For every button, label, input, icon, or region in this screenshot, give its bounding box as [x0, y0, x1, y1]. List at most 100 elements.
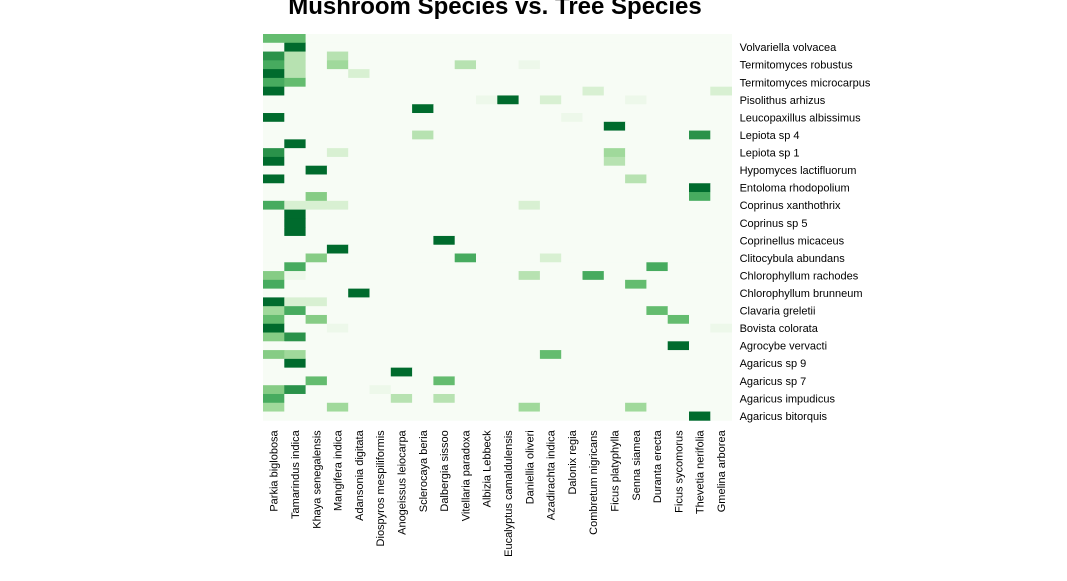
heatmap-cell: [433, 121, 456, 131]
heatmap-cell: [284, 314, 306, 325]
heatmap-cell: [369, 297, 392, 307]
heatmap-cell: [305, 314, 328, 325]
heatmap-cell: [263, 376, 285, 386]
row-label: Pisolithus arhizus: [740, 95, 826, 107]
heatmap-cell: [603, 77, 626, 88]
heatmap-cell: [263, 358, 285, 369]
heatmap-cell: [284, 192, 306, 202]
heatmap-cell: [348, 139, 370, 149]
heatmap-cell: [284, 148, 306, 158]
heatmap-cell: [667, 156, 690, 167]
heatmap-cell: [561, 130, 583, 140]
heatmap-cell: [710, 174, 732, 184]
heatmap-cell: [454, 297, 477, 307]
heatmap-cell: [667, 402, 690, 412]
heatmap-cell: [263, 192, 285, 202]
heatmap-cell: [284, 209, 306, 219]
row-label: Agaricus sp 9: [740, 358, 807, 370]
heatmap-cell: [263, 350, 285, 360]
heatmap-cell: [518, 34, 541, 44]
row-label: Lepiota sp 1: [740, 148, 800, 160]
heatmap-cell: [518, 200, 541, 210]
heatmap-cell: [369, 113, 392, 123]
heatmap-cell: [689, 350, 711, 360]
heatmap-cell: [667, 209, 690, 219]
heatmap-cell: [497, 253, 519, 263]
heatmap-cell: [412, 323, 434, 333]
heatmap-cell: [454, 218, 477, 228]
heatmap-cell: [603, 121, 626, 131]
heatmap-cell: [539, 244, 562, 254]
heatmap-cell: [476, 51, 498, 61]
heatmap-cell: [625, 376, 647, 386]
column-label: Vitellaria paradoxa: [460, 429, 472, 521]
heatmap-cell: [518, 218, 541, 228]
heatmap-cell: [603, 183, 626, 193]
heatmap-cell: [390, 402, 413, 412]
heatmap-cell: [390, 42, 413, 52]
heatmap-cell: [689, 121, 711, 131]
heatmap-cell: [305, 121, 328, 131]
heatmap-cell: [263, 235, 285, 246]
heatmap-cell: [625, 218, 647, 228]
heatmap-cell: [454, 130, 477, 140]
heatmap-cell: [518, 385, 541, 395]
heatmap-cell: [305, 288, 328, 298]
heatmap-cell: [518, 148, 541, 158]
heatmap-cell: [689, 51, 711, 61]
heatmap-cell: [582, 69, 605, 79]
heatmap-cell: [433, 323, 456, 333]
heatmap-cell: [433, 288, 456, 298]
heatmap-cell: [539, 314, 562, 325]
heatmap-cell: [667, 341, 690, 351]
heatmap-cell: [518, 130, 541, 140]
heatmap-cell: [561, 174, 583, 184]
heatmap-cell: [348, 244, 370, 254]
heatmap-cell: [539, 51, 562, 61]
heatmap-cell: [263, 262, 285, 272]
heatmap-cell: [497, 77, 519, 88]
heatmap-cell: [369, 402, 392, 412]
heatmap-cell: [646, 385, 669, 395]
heatmap-cell: [603, 86, 626, 96]
column-label: Dalbergia sissoo: [439, 430, 451, 511]
heatmap-cell: [263, 130, 285, 140]
heatmap-cell: [582, 113, 605, 123]
heatmap-cell: [539, 200, 562, 210]
heatmap-cell: [518, 42, 541, 52]
heatmap-cell: [582, 121, 605, 131]
heatmap-cell: [667, 358, 690, 369]
heatmap-cell: [497, 60, 519, 70]
heatmap-cell: [646, 376, 669, 386]
heatmap-cell: [582, 393, 605, 404]
heatmap-cell: [667, 393, 690, 404]
heatmap-cell: [284, 104, 306, 114]
heatmap-cell: [433, 341, 456, 351]
heatmap-cell: [582, 271, 605, 281]
heatmap-cell: [263, 209, 285, 219]
heatmap-cell: [625, 148, 647, 158]
heatmap-cell: [326, 279, 349, 290]
heatmap-cell: [433, 148, 456, 158]
heatmap-cell: [326, 271, 349, 281]
heatmap-cell: [476, 86, 498, 96]
heatmap-cell: [603, 332, 626, 342]
heatmap-cell: [305, 86, 328, 96]
heatmap-cell: [561, 95, 583, 105]
heatmap-cell: [710, 297, 732, 307]
heatmap-cell: [454, 279, 477, 290]
heatmap-cell: [582, 209, 605, 219]
heatmap-cell: [646, 130, 669, 140]
heatmap-cell: [603, 156, 626, 167]
heatmap-cell: [305, 113, 328, 123]
heatmap-cell: [561, 113, 583, 123]
heatmap-cell: [433, 376, 456, 386]
heatmap-cell: [539, 77, 562, 88]
heatmap-cell: [369, 227, 392, 237]
heatmap-cell: [476, 227, 498, 237]
heatmap-cell: [263, 86, 285, 96]
heatmap-cell: [710, 332, 732, 342]
heatmap-cell: [518, 77, 541, 88]
heatmap-cell: [305, 174, 328, 184]
heatmap-cell: [454, 86, 477, 96]
